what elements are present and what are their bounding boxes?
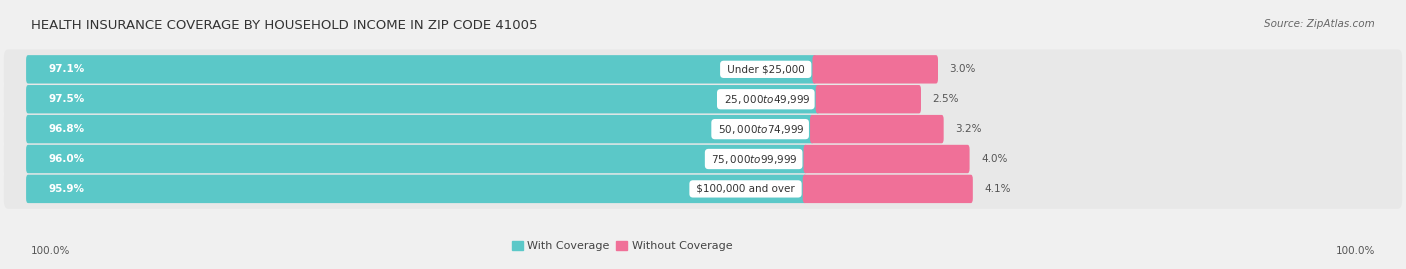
FancyBboxPatch shape [27, 175, 807, 203]
Text: $25,000 to $49,999: $25,000 to $49,999 [721, 93, 811, 106]
FancyBboxPatch shape [27, 55, 817, 84]
FancyBboxPatch shape [803, 175, 973, 203]
FancyBboxPatch shape [4, 49, 1402, 89]
Text: 95.9%: 95.9% [48, 184, 84, 194]
Text: Source: ZipAtlas.com: Source: ZipAtlas.com [1264, 19, 1375, 29]
Text: 97.1%: 97.1% [48, 64, 84, 74]
Text: 96.0%: 96.0% [48, 154, 84, 164]
FancyBboxPatch shape [4, 139, 1402, 179]
FancyBboxPatch shape [27, 115, 814, 143]
FancyBboxPatch shape [804, 145, 970, 173]
Text: HEALTH INSURANCE COVERAGE BY HOUSEHOLD INCOME IN ZIP CODE 41005: HEALTH INSURANCE COVERAGE BY HOUSEHOLD I… [31, 19, 537, 32]
Legend: With Coverage, Without Coverage: With Coverage, Without Coverage [508, 237, 737, 256]
FancyBboxPatch shape [4, 109, 1402, 149]
FancyBboxPatch shape [27, 145, 807, 173]
FancyBboxPatch shape [810, 115, 943, 143]
Text: 100.0%: 100.0% [31, 246, 70, 256]
Text: 96.8%: 96.8% [48, 124, 84, 134]
Text: 4.0%: 4.0% [981, 154, 1008, 164]
Text: 100.0%: 100.0% [1336, 246, 1375, 256]
Text: $75,000 to $99,999: $75,000 to $99,999 [709, 153, 799, 165]
Text: 3.0%: 3.0% [949, 64, 976, 74]
Text: 4.1%: 4.1% [984, 184, 1011, 194]
FancyBboxPatch shape [4, 169, 1402, 209]
Text: 97.5%: 97.5% [48, 94, 84, 104]
FancyBboxPatch shape [813, 55, 938, 84]
Text: $50,000 to $74,999: $50,000 to $74,999 [716, 123, 806, 136]
Text: 3.2%: 3.2% [955, 124, 981, 134]
Text: $100,000 and over: $100,000 and over [693, 184, 799, 194]
FancyBboxPatch shape [815, 85, 921, 114]
Text: 2.5%: 2.5% [932, 94, 959, 104]
FancyBboxPatch shape [27, 85, 820, 114]
FancyBboxPatch shape [4, 79, 1402, 119]
Text: Under $25,000: Under $25,000 [724, 64, 807, 74]
